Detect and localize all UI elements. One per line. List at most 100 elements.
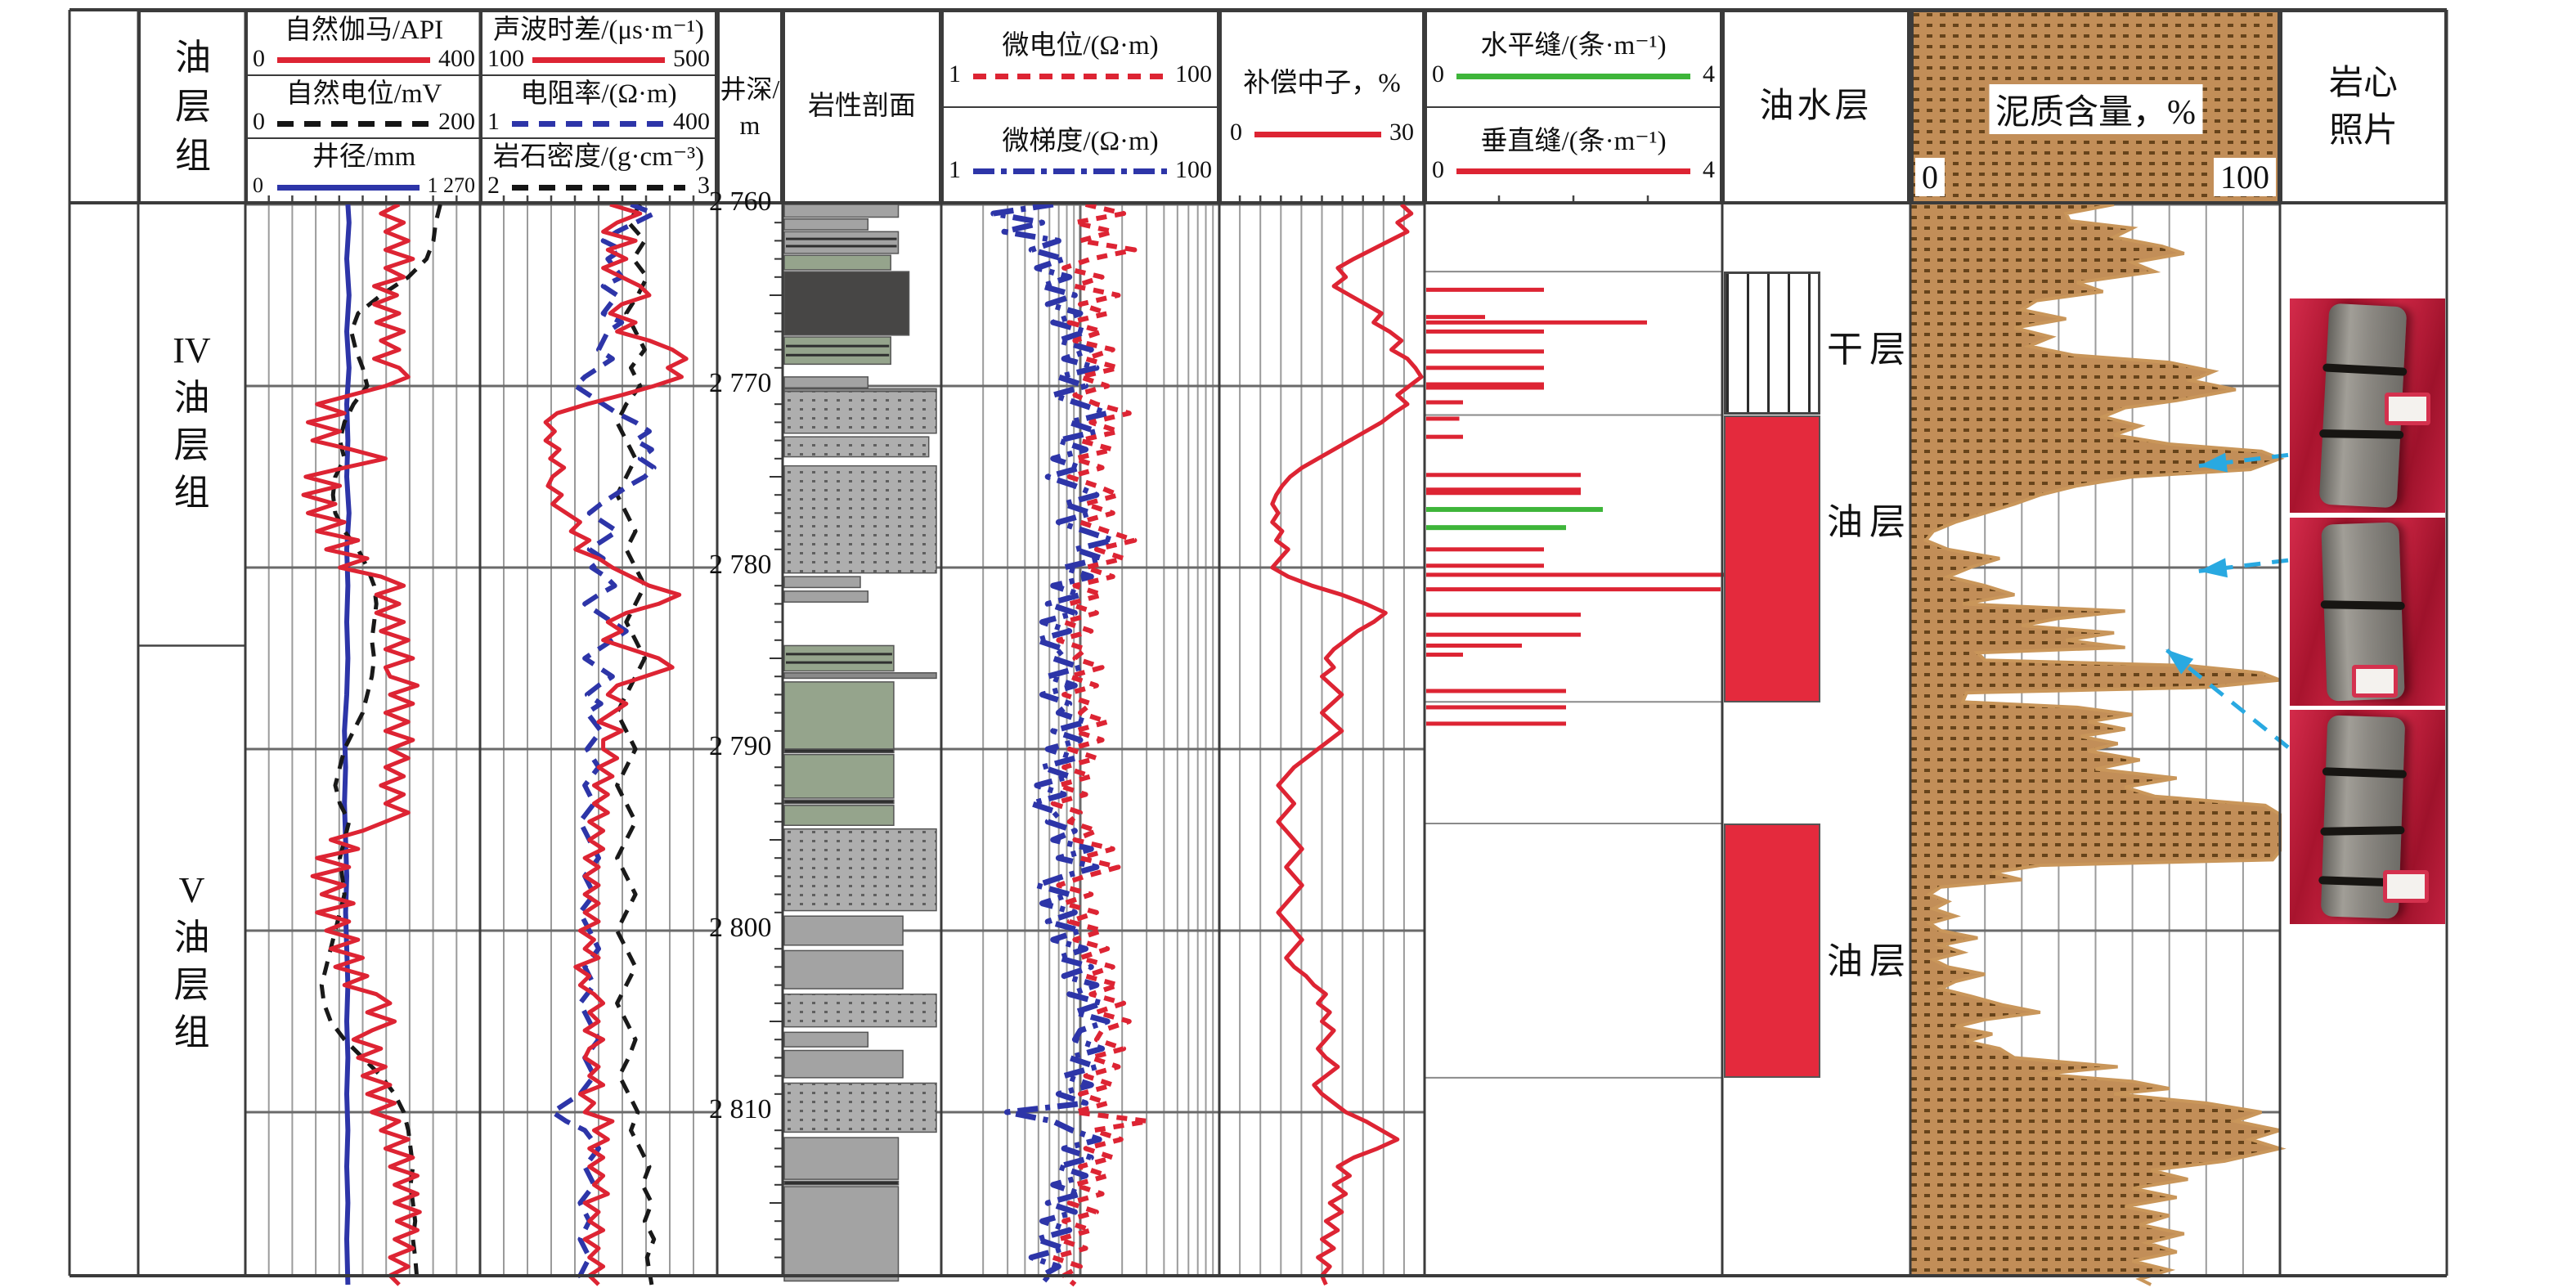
lithology-block-gray <box>783 1049 904 1079</box>
lithology-block-green <box>783 254 891 271</box>
lithology-block-line <box>783 672 937 680</box>
header-sonic: 声波时差/(μs·m⁻¹) 100 500 <box>482 12 715 74</box>
oil-group-label: IV 油层组 <box>173 330 211 513</box>
core-label-tag <box>2383 870 2429 903</box>
lithology-sand-dots <box>784 828 936 911</box>
depth-label: 2 790 <box>709 731 772 761</box>
group-col-char: 组 <box>175 135 211 176</box>
resistivity-line-sample <box>512 120 665 127</box>
horizontal-fracture-max: 4 <box>1703 61 1715 88</box>
vertical-fracture-bar <box>1426 320 1647 325</box>
vertical-fracture-bar <box>1426 329 1544 334</box>
lithology-block-gray <box>783 1137 900 1180</box>
vertical-fracture-bar <box>1426 572 1725 577</box>
lithology-sand-dots <box>784 994 936 1027</box>
vertical-fracture-bar <box>1426 416 1460 421</box>
lithology-sand-dots <box>784 391 936 433</box>
curve-neu <box>1270 203 1424 1286</box>
depth-label: 2 810 <box>709 1094 772 1124</box>
vertical-fracture-bar <box>1426 643 1522 648</box>
sonic-title: 声波时差/(μs·m⁻¹) <box>493 15 704 45</box>
vertical-fracture-max: 4 <box>1703 155 1715 183</box>
horizontal-fracture-line-sample <box>1456 73 1690 79</box>
depth-label: 2 800 <box>709 913 772 943</box>
microgradient-min: 1 <box>949 155 961 183</box>
caliper-line-sample <box>277 184 420 191</box>
header-density: 岩石密度/(g·cm⁻³) 2 3 <box>482 137 715 201</box>
lithology-block-darkline <box>783 1180 900 1186</box>
shale-title: 泥质含量，% <box>1989 84 2202 134</box>
curve-cal <box>342 204 352 1285</box>
neutron-min: 0 <box>1230 119 1242 146</box>
lithology-sand-dots <box>784 1083 936 1133</box>
sp-min: 0 <box>253 108 265 136</box>
vertical-fracture-bar <box>1426 315 1485 320</box>
core-photo-1 <box>2290 298 2445 513</box>
core-label-tag <box>2385 393 2430 426</box>
lithology-block-green <box>783 805 895 826</box>
vertical-fracture-bar <box>1426 632 1581 637</box>
lithology-block-gray <box>783 576 861 589</box>
group-col-char: 层 <box>175 86 211 127</box>
shale-min: 0 <box>1915 158 1945 196</box>
zone-label: 干层 <box>1827 330 1912 370</box>
header-horizontal-fractures: 水平缝/(条·m⁻¹) 0 4 <box>1427 12 1720 106</box>
lithology-block-gray <box>783 915 904 946</box>
neutron-max: 30 <box>1389 119 1414 146</box>
photo-col-line1: 岩心 <box>2328 64 2398 102</box>
horizontal-fracture-title: 水平缝/(条·m⁻¹) <box>1480 31 1667 61</box>
gamma-title: 自然伽马/API <box>284 15 444 45</box>
lithology-block-green <box>783 681 895 750</box>
resistivity-max: 400 <box>673 108 710 136</box>
lithology-sand-dots <box>784 465 936 573</box>
vertical-fracture-bar <box>1426 653 1463 657</box>
neutron-line-sample <box>1254 131 1381 137</box>
lithology-block-gray <box>783 1186 900 1282</box>
caliper-max: 1 270 <box>427 173 476 198</box>
depth-label: 2 770 <box>709 368 772 398</box>
header-fracture-track: 水平缝/(条·m⁻¹) 0 4 垂直缝/(条·m⁻¹) 0 4 <box>1425 10 1722 204</box>
micropotential-line-sample <box>973 73 1167 79</box>
lithology-block-darkline <box>783 748 895 754</box>
vertical-fracture-bar <box>1426 613 1581 617</box>
neutron-title: 补偿中子，% <box>1243 68 1401 98</box>
lithology-block-gray <box>783 218 869 231</box>
micropotential-min: 1 <box>949 61 961 88</box>
curve-sp <box>319 204 442 1286</box>
caliper-min: 0 <box>253 173 263 198</box>
lithology-block-gray <box>783 590 869 603</box>
header-gamma: 自然伽马/API 0 400 <box>248 12 480 74</box>
density-line-sample <box>512 184 685 191</box>
zone-col-title: 油水层 <box>1759 88 1873 126</box>
lithology-block-green <box>783 753 895 799</box>
vertical-fracture-bar <box>1426 434 1463 439</box>
annotation-arrow <box>2198 558 2289 573</box>
depth-label: 2 780 <box>709 550 772 580</box>
horizontal-fracture-min: 0 <box>1432 61 1444 88</box>
lithology-block-gray <box>783 949 904 990</box>
vertical-fracture-bar <box>1426 287 1544 292</box>
micropotential-title: 微电位/(Ω·m) <box>1002 31 1159 61</box>
zone-label: 油层 <box>1827 941 1912 981</box>
photo-col-line2: 照片 <box>2328 111 2398 150</box>
lithology-block-gray <box>783 376 869 388</box>
vertical-fracture-title: 垂直缝/(条·m⁻¹) <box>1480 126 1667 156</box>
vertical-fracture-bar <box>1426 587 1721 592</box>
vertical-fracture-bar <box>1426 382 1544 390</box>
header-caliper: 井径/mm 0 1 270 <box>248 137 480 201</box>
header-resistivity: 电阻率/(Ω·m) 1 400 <box>482 74 715 138</box>
vertical-fracture-min: 0 <box>1432 155 1444 183</box>
horizontal-fracture-bar <box>1426 525 1566 531</box>
header-zone-column: 油水层 <box>1722 10 1910 204</box>
annotation-arrowhead <box>2198 452 2228 473</box>
lithology-block-gray <box>783 204 900 218</box>
microgradient-max: 100 <box>1175 155 1212 183</box>
vertical-fracture-bar <box>1426 705 1566 710</box>
lithology-block-darkline <box>783 799 895 805</box>
curve-mpot <box>1050 202 1151 1287</box>
resistivity-min: 1 <box>487 108 500 136</box>
core-photo-3 <box>2290 710 2445 924</box>
curve-ac <box>543 202 689 1286</box>
